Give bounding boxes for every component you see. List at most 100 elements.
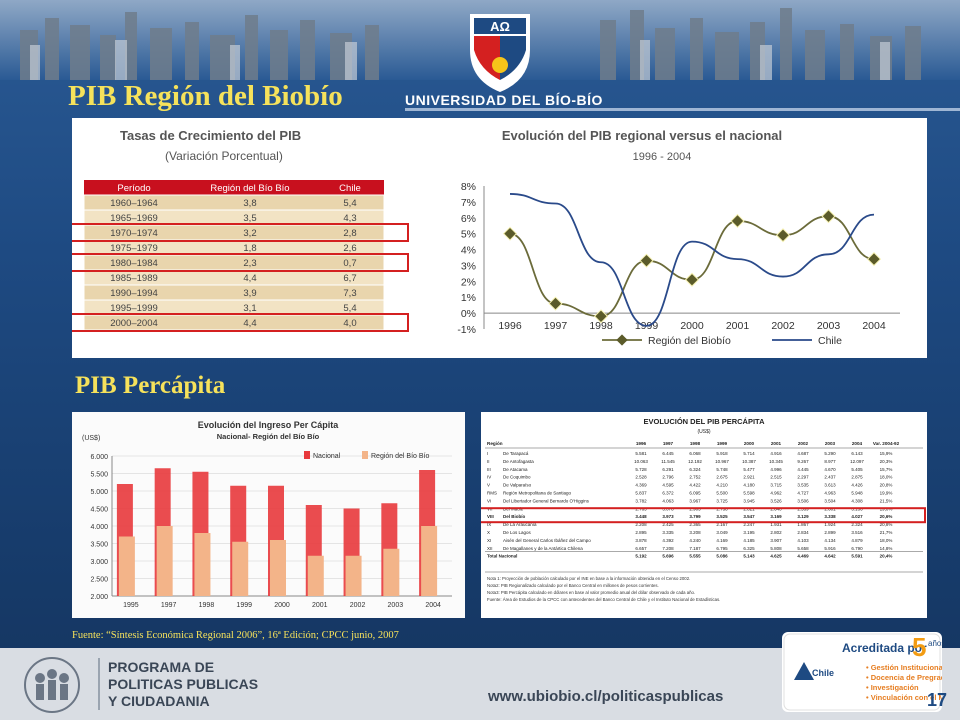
percapita-cell: 5.918 — [716, 451, 728, 456]
percapita-cell: 5.290 — [824, 451, 836, 456]
bar-chart-subtitle: Nacional- Región del Bío Bío — [217, 432, 320, 441]
line-chart-x-tick: 2003 — [817, 320, 841, 332]
percapita-cell: 7.208 — [662, 546, 674, 551]
percapita-cell: 3.195 — [743, 530, 755, 535]
percapita-cell: Del Libertador General Bernardo O'Higgin… — [503, 498, 590, 503]
percapita-cell: Región Metropolitana de Santiago — [503, 491, 572, 496]
percapita-cell: 3.547 — [743, 514, 755, 519]
line-chart-y-tick: 0% — [461, 308, 476, 320]
percapita-cell: 21,5% — [880, 498, 893, 503]
growth-table-cell: 0,7 — [343, 258, 356, 269]
accreditation-item: • Gestión Institucional — [866, 663, 942, 672]
percapita-cell: 5.748 — [716, 467, 728, 472]
percapita-cell: RMS — [487, 491, 497, 496]
growth-table-cell: 4,0 — [343, 318, 356, 329]
percapita-cell: 1.867 — [797, 522, 809, 527]
percapita-header-cell: Región — [487, 441, 503, 446]
percapita-cell: De La Araucanía — [503, 522, 537, 527]
percapita-cell: 3.878 — [635, 538, 647, 543]
line-chart-x-tick: 1998 — [589, 320, 613, 332]
percapita-cell: 3.782 — [635, 498, 647, 503]
percapita-cell: 15,9% — [880, 451, 893, 456]
percapita-cell: Total Nacional — [487, 554, 517, 559]
percapita-cell: De Valparaíso — [503, 483, 532, 488]
program-url[interactable]: www.ubiobio.cl/politicaspublicas — [488, 688, 724, 705]
percapita-cell: 5.477 — [743, 467, 755, 472]
growth-table-cell: 1975–1979 — [110, 243, 158, 254]
percapita-cell: 15,7% — [880, 467, 893, 472]
percapita-cell: 5.500 — [716, 491, 728, 496]
bar-chart-y-tick: 3.500 — [90, 542, 108, 549]
footer-divider — [98, 658, 100, 710]
line-chart-y-tick: 3% — [461, 260, 476, 272]
line-chart-y-tick: 8% — [461, 181, 476, 193]
percapita-cell: 3.725 — [716, 498, 728, 503]
line-chart-title: Evolución del PIB regional versus el nac… — [502, 128, 782, 143]
percapita-cell: 2.796 — [662, 475, 674, 480]
bar-chart-x-tick: 1995 — [123, 602, 139, 609]
percapita-cell: 20,8% — [880, 483, 893, 488]
percapita-cell: 3.129 — [797, 514, 809, 519]
percapita-cell: 5.658 — [797, 546, 809, 551]
bar-region — [383, 548, 400, 596]
percapita-cell: 4.185 — [743, 538, 755, 543]
bar-chart-y-tick: 2.500 — [90, 577, 108, 584]
bar-chart: Evolución del Ingreso Per Cápita Nacional… — [82, 420, 452, 609]
percapita-cell: 20,6% — [880, 514, 893, 519]
percapita-cell: Del Biobío — [503, 514, 526, 519]
growth-table-cell: 1970–1974 — [110, 228, 158, 239]
growth-table-cell: 2000–2004 — [110, 318, 158, 329]
percapita-cell: 2.921 — [743, 475, 755, 480]
growth-table-cell: 5,4 — [343, 198, 356, 209]
percapita-table-figure: EVOLUCIÓN DEL PIB PERCÁPITA (US$) Región 19… — [464, 412, 927, 618]
accreditation-item: • Vinculación con el Medio — [866, 693, 942, 702]
bar-chart-x-tick: 1998 — [199, 602, 215, 609]
percapita-cell: 8.977 — [824, 459, 836, 464]
percapita-note: Nota2: PIB Regionalizado calculado por e… — [487, 583, 659, 588]
line-chart-y-tick: 7% — [461, 197, 476, 209]
percapita-cell: 10.967 — [715, 459, 729, 464]
percapita-bar-panel: Evolución del Ingreso Per Cápita Nacional… — [72, 412, 465, 618]
growth-table-cell: 3,5 — [243, 213, 256, 224]
growth-table-title: Tasas de Crecimiento del PIB — [120, 128, 301, 143]
accreditation-figure: Acreditada por 5 años Chile • Gestión In… — [783, 632, 960, 711]
bar-region — [421, 526, 438, 596]
growth-table-cell: 4,4 — [243, 318, 256, 329]
percapita-cell: 3.973 — [662, 514, 674, 519]
line-chart-y-tick: -1% — [457, 324, 476, 336]
percapita-cell: 4.426 — [851, 483, 863, 488]
university-name: UNIVERSIDAD DEL BÍO-BÍO — [405, 92, 603, 108]
percapita-cell: II — [487, 459, 490, 464]
percapita-cell: 6.657 — [635, 546, 647, 551]
percapita-cell: 5.581 — [635, 451, 647, 456]
percapita-cell: 4.996 — [770, 467, 782, 472]
percapita-cell: 3.799 — [689, 514, 701, 519]
percapita-cell: 4.308 — [851, 498, 863, 503]
percapita-cell: VIII — [487, 514, 494, 519]
percapita-cell: 1.924 — [824, 522, 836, 527]
percapita-header-cell: 2000 — [744, 441, 755, 446]
percapita-cell: 11.545 — [661, 459, 675, 464]
percapita-cell: 4.210 — [716, 483, 728, 488]
line-chart-x-tick: 1996 — [498, 320, 522, 332]
percapita-header-cell: 1999 — [717, 441, 728, 446]
percapita-cell: 2.899 — [824, 530, 836, 535]
percapita-cell: 3.945 — [743, 498, 755, 503]
growth-table-subtitle: (Variación Porcentual) — [165, 149, 283, 163]
bar-chart-x-tick: 2000 — [274, 602, 290, 609]
percapita-header-cell: 2001 — [771, 441, 782, 446]
line-chart-y-tick: 1% — [461, 292, 476, 304]
percapita-cell: 5.086 — [716, 554, 728, 559]
percapita-cell: 2.515 — [770, 475, 782, 480]
percapita-cell: 12.097 — [850, 459, 864, 464]
bar-region — [194, 533, 211, 596]
percapita-bar-figure: Evolución del Ingreso Per Cápita Nacional… — [72, 412, 465, 618]
percapita-cell: 4.962 — [770, 491, 782, 496]
growth-table-cell: 1995–1999 — [110, 303, 158, 314]
bar-chart-y-tick: 6.000 — [90, 454, 108, 461]
line-point-biobio — [548, 296, 563, 311]
percapita-cell: 3.504 — [824, 498, 836, 503]
growth-table-cell: 1960–1964 — [110, 198, 158, 209]
bar-chart-y-tick: 5.500 — [90, 472, 108, 479]
percapita-cell: 10.387 — [742, 459, 756, 464]
